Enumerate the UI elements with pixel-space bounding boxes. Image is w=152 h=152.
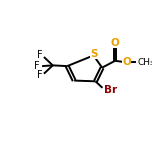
Text: S: S bbox=[90, 49, 98, 59]
Text: F: F bbox=[37, 70, 42, 80]
Text: Br: Br bbox=[104, 85, 117, 95]
Text: CH₃: CH₃ bbox=[137, 58, 152, 67]
Text: F: F bbox=[37, 50, 42, 60]
Text: F: F bbox=[34, 61, 40, 71]
Text: O: O bbox=[111, 38, 119, 48]
Text: O: O bbox=[122, 57, 131, 67]
